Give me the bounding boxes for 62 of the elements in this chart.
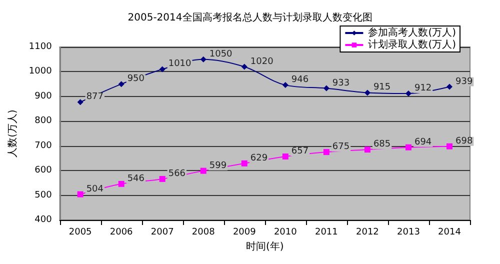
data-label: 629: [250, 153, 268, 164]
point: [200, 168, 206, 174]
x-tick-label: 2005: [68, 228, 92, 238]
point: [159, 176, 166, 182]
point: [323, 149, 330, 156]
data-label: 1050: [209, 49, 233, 60]
legend-label: 计划录取人数(万人): [368, 38, 456, 50]
data-label: 694: [414, 137, 432, 148]
data-label: 1020: [250, 56, 274, 67]
y-tick-label: 600: [34, 166, 52, 176]
x-tick-label: 2011: [314, 228, 338, 238]
point: [118, 180, 124, 187]
y-tick-label: 1100: [28, 42, 52, 52]
x-axis-title: 时间(年): [246, 240, 284, 252]
data-label: 877: [86, 92, 104, 102]
point: [118, 81, 124, 88]
point: [364, 146, 370, 153]
data-label: 685: [373, 140, 391, 150]
data-label: 939: [455, 76, 473, 87]
point: [159, 66, 166, 72]
point: [405, 144, 412, 150]
x-tick-label: 2009: [232, 228, 256, 238]
point: [241, 64, 248, 70]
y-axis-title: 人数(万人): [8, 110, 18, 158]
data-label: 933: [332, 78, 350, 88]
y-tick-label: 800: [34, 116, 52, 126]
x-tick-label: 2010: [274, 228, 298, 238]
point: [282, 82, 288, 88]
x-tick-label: 2012: [356, 228, 379, 238]
point: [77, 191, 84, 198]
point: [364, 90, 370, 96]
point: [200, 56, 206, 62]
y-tick-label: 400: [34, 215, 52, 225]
point: [241, 160, 248, 166]
data-label: 599: [209, 160, 227, 171]
x-tick-label: 2013: [397, 228, 420, 238]
y-tick-label: 1000: [28, 66, 52, 77]
x-tick-label: 2006: [110, 228, 134, 238]
chart-title: 2005-2014全国高考报名总人数与计划录取人数变化图: [128, 12, 372, 24]
y-tick-label: 700: [34, 140, 52, 151]
x-tick-label: 2008: [192, 228, 216, 238]
data-label: 675: [332, 142, 350, 152]
data-label: 504: [86, 184, 104, 194]
data-label: 912: [414, 83, 432, 94]
data-label: 698: [455, 136, 473, 146]
data-label: 546: [127, 174, 145, 184]
data-label: 915: [373, 82, 391, 93]
point: [282, 153, 288, 160]
data-label: 1010: [168, 59, 192, 70]
y-tick-label: 500: [34, 190, 52, 200]
data-label: 950: [127, 74, 145, 84]
point: [446, 84, 452, 90]
point: [77, 99, 84, 106]
point: [323, 85, 330, 92]
data-label: 946: [291, 75, 309, 86]
data-label: 657: [291, 146, 309, 156]
y-tick-label: 900: [34, 91, 52, 102]
legend-label: 参加高考人数(万人): [368, 26, 456, 38]
x-tick-label: 2014: [438, 228, 462, 238]
x-tick-label: 2007: [150, 228, 174, 238]
point: [446, 143, 452, 150]
data-label: 566: [168, 168, 186, 179]
